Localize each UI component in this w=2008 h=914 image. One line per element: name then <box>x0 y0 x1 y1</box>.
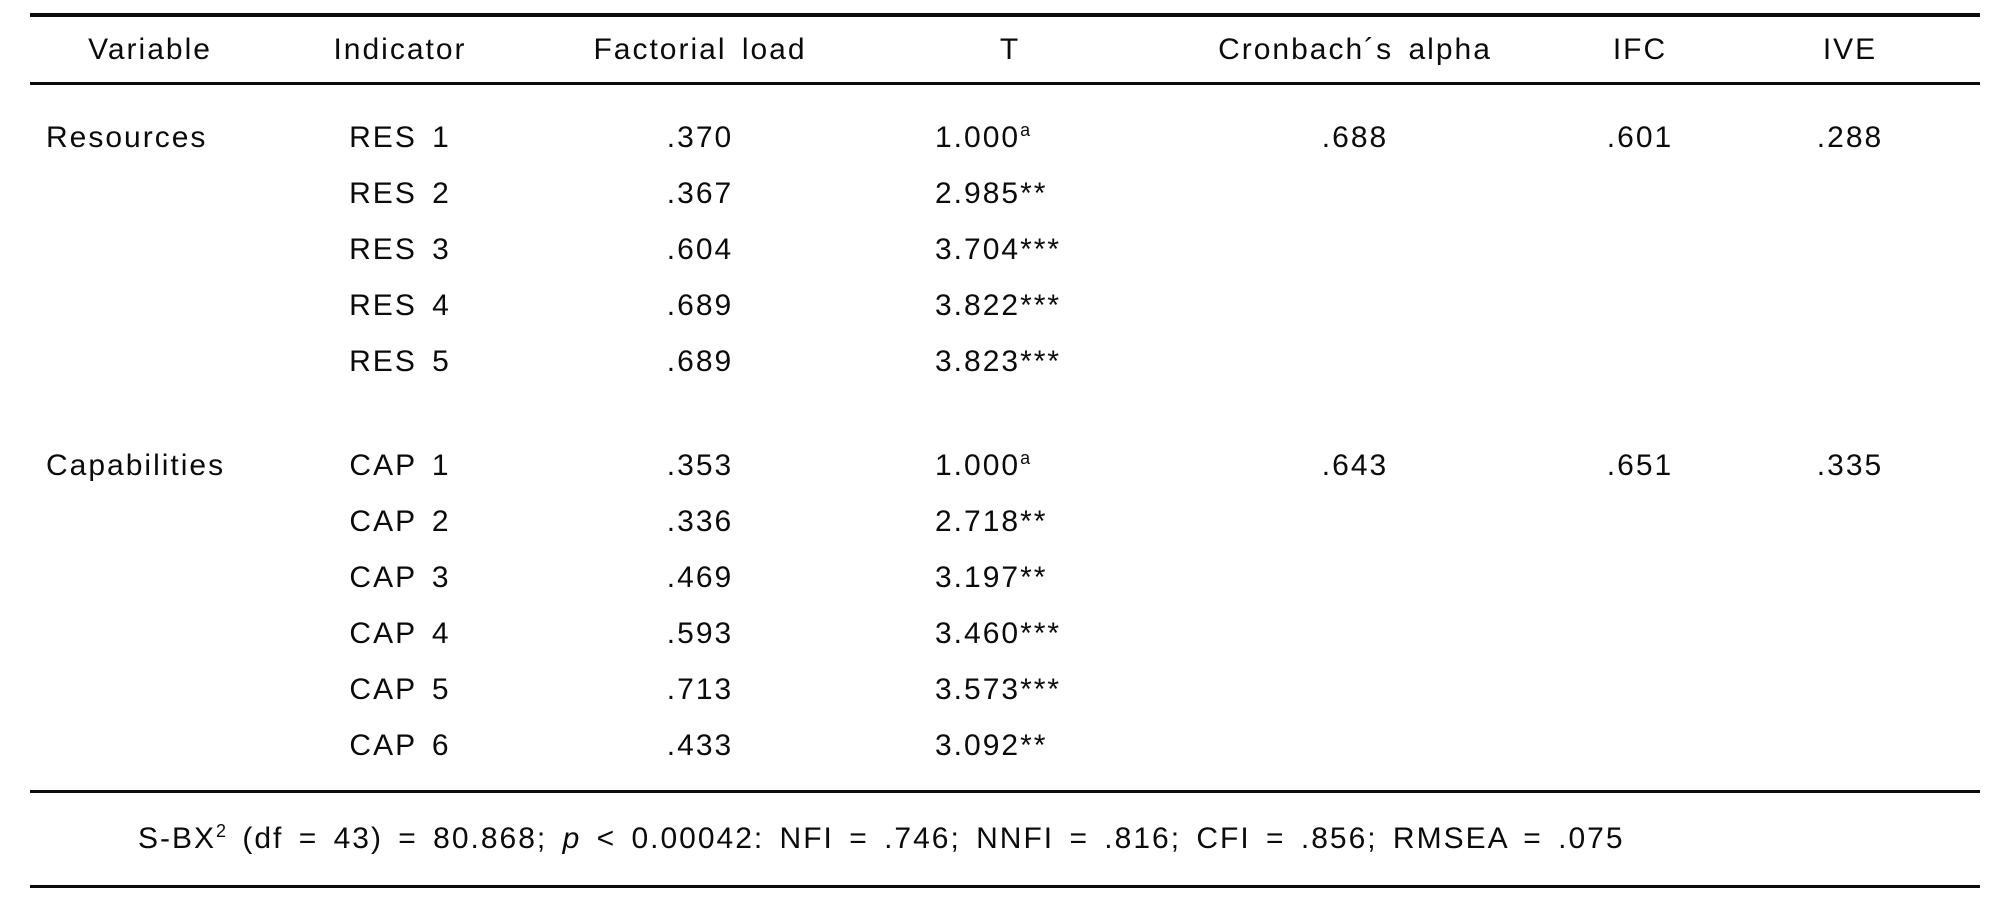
t-superscript: a <box>1020 448 1032 468</box>
indicator-cell: RES 4 <box>349 289 451 322</box>
fit-note-text: S-BX2 (df = 43) = 80.868; p < 0.00042: N… <box>138 821 1625 855</box>
p-value-symbol: p <box>562 822 582 855</box>
fit-note-mid: (df = 43) = 80.868; <box>227 822 563 855</box>
factorial-load-cell: .336 <box>666 505 734 538</box>
indicator-cell: RES 1 <box>349 121 451 154</box>
fit-note-rest: < 0.00042: NFI = .746; NNFI = .816; CFI … <box>581 822 1625 855</box>
ifc-cell: .651 <box>1606 449 1674 482</box>
ive-cell: .335 <box>1816 449 1884 482</box>
factorial-load-cell: .689 <box>666 345 734 378</box>
indicator-cell: CAP 1 <box>349 449 451 482</box>
factorial-load-cell: .713 <box>666 673 734 706</box>
table-row: CAP 3 .469 3.197** <box>30 550 1980 606</box>
header-divider-rule <box>30 82 1980 85</box>
t-cell: 3.823*** <box>935 345 1062 378</box>
t-cell: 3.460*** <box>935 617 1062 650</box>
variable-cell: Capabilities <box>46 449 226 482</box>
t-cell: 1.000a <box>935 448 1032 482</box>
cronbach-alpha-cell: .643 <box>1321 449 1389 482</box>
table-bottom-rule <box>30 885 1980 888</box>
factorial-load-cell: .433 <box>666 729 734 762</box>
indicator-cell: CAP 4 <box>349 617 451 650</box>
col-header-cronbach-alpha: Cronbach´s alpha <box>1218 32 1492 66</box>
table-row: CAP 2 .336 2.718** <box>30 494 1980 550</box>
chi-square-superscript: 2 <box>216 821 228 841</box>
factorial-load-cell: .593 <box>666 617 734 650</box>
variable-cell: Resources <box>46 121 208 154</box>
footer-divider-rule <box>30 790 1980 793</box>
table-row: RES 3 .604 3.704*** <box>30 222 1980 278</box>
table-row: Capabilities CAP 1 .353 1.000a .643 .651… <box>30 438 1980 494</box>
indicator-cell: CAP 6 <box>349 729 451 762</box>
factorial-load-cell: .604 <box>666 233 734 266</box>
fit-statistics-row: S-BX2 (df = 43) = 80.868; p < 0.00042: N… <box>30 793 1980 885</box>
factorial-load-cell: .370 <box>666 121 734 154</box>
factorial-load-cell: .353 <box>666 449 734 482</box>
indicator-cell: RES 3 <box>349 233 451 266</box>
factorial-load-cell: .689 <box>666 289 734 322</box>
indicator-cell: RES 2 <box>349 177 451 210</box>
col-header-variable: Variable <box>88 32 212 66</box>
col-header-ifc: IFC <box>1612 32 1668 66</box>
ifc-cell: .601 <box>1606 121 1674 154</box>
table-row: RES 2 .367 2.985** <box>30 166 1980 222</box>
table-row: CAP 5 .713 3.573*** <box>30 662 1980 718</box>
cronbach-alpha-cell: .688 <box>1321 121 1389 154</box>
factorial-load-cell: .367 <box>666 177 734 210</box>
t-cell: 2.985** <box>935 177 1048 210</box>
table-row: CAP 4 .593 3.460*** <box>30 606 1980 662</box>
indicator-cell: CAP 3 <box>349 561 451 594</box>
col-header-indicator: Indicator <box>333 32 467 66</box>
t-cell: 3.822*** <box>935 289 1062 322</box>
t-cell: 3.704*** <box>935 233 1062 266</box>
group-separator-gap <box>30 390 1980 438</box>
indicator-cell: CAP 2 <box>349 505 451 538</box>
t-cell: 3.197** <box>935 561 1048 594</box>
indicator-cell: RES 5 <box>349 345 451 378</box>
table-body: Resources RES 1 .370 1.000a .688 .601 .2… <box>30 85 1980 790</box>
factorial-load-cell: .469 <box>666 561 734 594</box>
col-header-ive: IVE <box>1822 32 1878 66</box>
table-row: Resources RES 1 .370 1.000a .688 .601 .2… <box>30 110 1980 166</box>
table-top-rule <box>30 13 1980 17</box>
t-cell: 2.718** <box>935 505 1048 538</box>
table-row: CAP 6 .433 3.092** <box>30 718 1980 774</box>
t-cell: 1.000a <box>935 120 1032 154</box>
table-row: RES 4 .689 3.822*** <box>30 278 1980 334</box>
fit-stat-name: S-BX <box>138 822 217 855</box>
col-header-t: T <box>999 32 1021 66</box>
table-header-row: Variable Indicator Factorial load T Cron… <box>30 17 1980 82</box>
ive-cell: .288 <box>1816 121 1884 154</box>
t-superscript: a <box>1020 120 1032 140</box>
col-header-factorial-load: Factorial load <box>593 32 807 66</box>
indicator-cell: CAP 5 <box>349 673 451 706</box>
t-cell: 3.573*** <box>935 673 1062 706</box>
t-cell: 3.092** <box>935 729 1048 762</box>
cfa-results-table: Variable Indicator Factorial load T Cron… <box>30 13 1980 888</box>
table-row: RES 5 .689 3.823*** <box>30 334 1980 390</box>
